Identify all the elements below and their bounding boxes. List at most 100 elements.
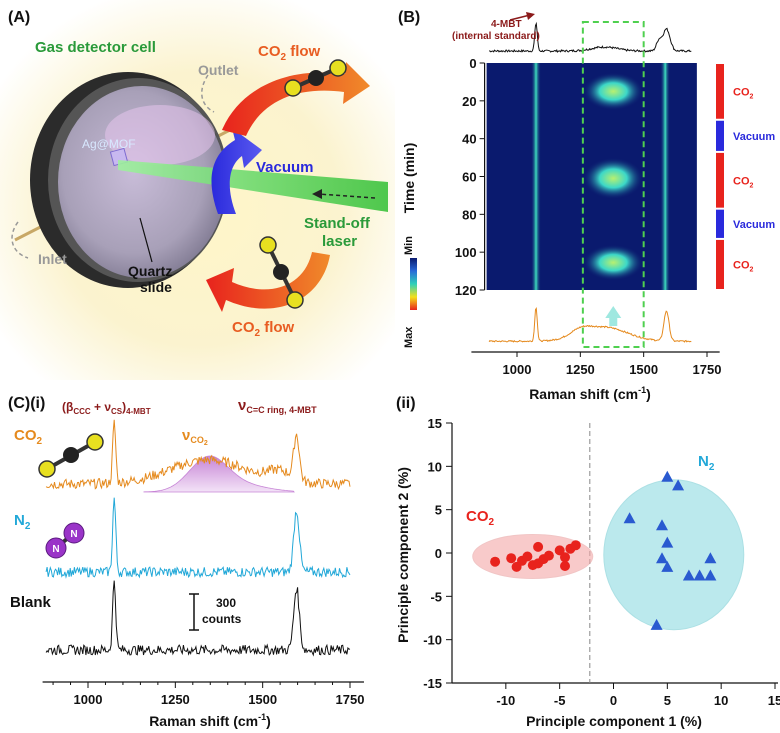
panel-b-xlabel: Raman shift (cm-1) — [529, 385, 651, 402]
co2-signal-blob-2 — [583, 245, 644, 281]
panel-b-phase-bars: CO2 Vacuum CO2 Vacuum CO2 — [716, 64, 775, 289]
co2-molecule-ci-icon — [39, 434, 103, 477]
panel-b: (B) 4-MBT (internal standard) 0 20 40 60 80 1… — [398, 9, 775, 402]
ring-mode-annotation: νC=C ring, 4-MBT — [238, 397, 317, 415]
standoff-label-2: laser — [322, 233, 357, 250]
gas-detector-label: Gas detector cell — [35, 39, 156, 56]
panel-b-ytick-label-3: 60 — [462, 170, 476, 185]
co2-signal-blob-1 — [583, 158, 644, 200]
svg-text:N: N — [70, 529, 77, 540]
panel-cii-ylabel: Principle component 2 (%) — [395, 467, 411, 643]
ci-co2-label: CO2 — [14, 427, 43, 447]
scale-bar-unit: counts — [202, 612, 242, 626]
co2-point-4 — [522, 552, 532, 562]
phase-label-3: Vacuum — [733, 219, 775, 231]
panel-cii-ytick-label-1: -10 — [423, 633, 442, 648]
cii-n2-label: N2 — [698, 453, 715, 473]
persistent-band-1 — [660, 63, 670, 290]
panel-cii-xtick-label-1: -5 — [554, 693, 566, 708]
panel-b-ytick-label-2: 40 — [462, 132, 476, 147]
panel-a-label: (A) — [8, 9, 30, 26]
agmof-label: Ag@MOF — [82, 137, 136, 151]
quartz-label-1: Quartz — [128, 263, 172, 279]
highlight-up-arrow-icon — [605, 306, 621, 318]
scale-bar — [189, 594, 199, 630]
co2-point-9 — [544, 551, 554, 561]
colorbar-min-label: Min — [403, 236, 415, 255]
highlight-up-arrow-stem — [609, 318, 617, 326]
co2-peak-fill — [144, 456, 294, 492]
panel-b-xtick-label-0: 1000 — [503, 362, 532, 377]
co2-point-11 — [560, 552, 570, 562]
ci-trace-blank — [46, 581, 350, 655]
persistent-band-0 — [531, 63, 541, 290]
panel-b-ytick-label-4: 80 — [462, 207, 476, 222]
panel-b-ytick-label-1: 20 — [462, 94, 476, 109]
inlet-label: Inlet — [38, 251, 67, 267]
quartz-label-2: slide — [140, 279, 172, 295]
panel-b-ylabel: Time (min) — [401, 143, 417, 214]
n2-cluster-ellipse — [604, 480, 744, 630]
panel-b-heatmap — [487, 22, 697, 347]
panel-cii-xtick-label-3: 5 — [664, 693, 671, 708]
panel-b-label: (B) — [398, 9, 420, 26]
panel-cii-ytick-label-0: -15 — [423, 676, 442, 691]
panel-cii-ytick-label-3: 0 — [435, 546, 442, 561]
panel-a: (A) Gas detector cell Ag@MOF Outlet Inle… — [0, 0, 395, 380]
outlet-label: Outlet — [198, 62, 239, 78]
cii-co2-label: CO2 — [466, 508, 495, 528]
panel-cii-label: (ii) — [396, 395, 416, 412]
co2-mode-annotation: νCO2 — [182, 427, 208, 447]
panel-b-ytick-label-0: 0 — [469, 56, 476, 71]
co2-point-14 — [571, 540, 581, 550]
phase-bar-0 — [716, 64, 724, 119]
standoff-label-1: Stand-off — [304, 215, 371, 232]
panel-ci-plot: 1000 1250 1500 1750 — [43, 420, 365, 707]
panel-cii-ytick-label-4: 5 — [435, 503, 442, 518]
panel-ci-xlabel: Raman shift (cm-1) — [149, 712, 271, 729]
colorbar — [410, 258, 417, 310]
panel-cii-xtick-label-5: 15 — [768, 693, 780, 708]
panel-cii-xtick-label-4: 10 — [714, 693, 728, 708]
svg-text:N: N — [52, 544, 59, 555]
panel-cii-ytick-label-2: -5 — [430, 589, 442, 604]
n2-point-2 — [661, 471, 673, 482]
co2-point-1 — [506, 553, 516, 563]
ci-trace-n2 — [46, 498, 350, 577]
panel-cii-ytick-label-5: 10 — [428, 459, 442, 474]
co2-signal-blob-0 — [583, 72, 644, 110]
co2-point-0 — [490, 557, 500, 567]
co2-point-12 — [560, 561, 570, 571]
panel-ci-xtick-label-1: 1250 — [161, 692, 190, 707]
mbt-label: 4-MBT — [491, 19, 522, 30]
panel-cii-xtick-label-2: 0 — [610, 693, 617, 708]
panel-cii-ytick-label-6: 15 — [428, 416, 442, 431]
phase-bar-2 — [716, 153, 724, 208]
phase-bar-4 — [716, 240, 724, 289]
panel-ci-label: (C)(i) — [8, 395, 45, 412]
panel-b-xtick-label-1: 1250 — [566, 362, 595, 377]
phase-label-0: CO2 — [733, 86, 754, 100]
panel-ci-xtick-label-2: 1500 — [248, 692, 277, 707]
mbt-mode-annotation: (βCCC + νCS)4-MBT — [62, 400, 151, 416]
co2-point-6 — [533, 542, 543, 552]
mbt-arrowhead-icon — [526, 12, 535, 20]
bottom-spectrum-line — [489, 308, 691, 342]
panel-cii-xtick-label-0: -10 — [496, 693, 515, 708]
panel-ci-xtick-label-3: 1750 — [336, 692, 365, 707]
ci-n2-label: N2 — [14, 512, 31, 532]
colorbar-max-label: Max — [403, 326, 415, 348]
phase-label-2: CO2 — [733, 175, 754, 189]
phase-bar-3 — [716, 210, 724, 238]
ci-blank-label: Blank — [10, 594, 52, 611]
phase-bar-1 — [716, 121, 724, 151]
vacuum-label: Vacuum — [256, 159, 314, 176]
panel-b-bottom-spectrum — [489, 308, 691, 342]
panel-b-ytick-label-5: 100 — [455, 245, 477, 260]
panel-cii-plot: -15 -10 -5 0 5 10 15 -10 -5 0 5 10 15 — [423, 416, 780, 708]
phase-label-1: Vacuum — [733, 131, 775, 143]
scale-bar-value: 300 — [216, 596, 236, 610]
panel-b-xtick-label-2: 1500 — [629, 362, 658, 377]
panel-cii-xlabel: Principle component 1 (%) — [526, 713, 702, 729]
